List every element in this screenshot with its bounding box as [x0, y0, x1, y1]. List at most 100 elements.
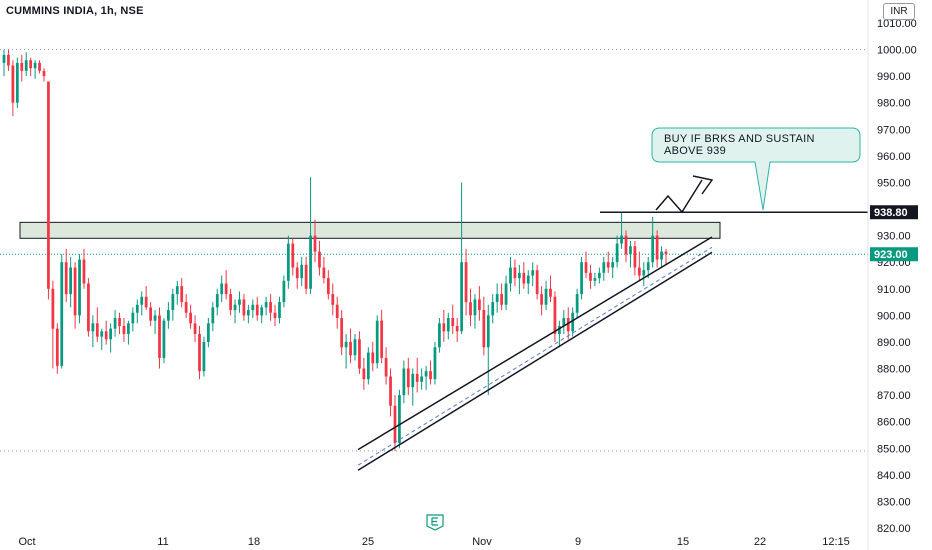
candle-body — [495, 294, 499, 303]
y-tick-label: 880.00 — [877, 364, 911, 376]
candle-body — [11, 65, 15, 103]
candle-body — [406, 368, 410, 388]
currency-button[interactable]: INR — [883, 3, 915, 20]
candle-body — [655, 235, 659, 260]
candle-body — [24, 60, 28, 71]
channel-mid-line — [357, 246, 713, 466]
candle-body — [557, 326, 561, 334]
candle-body — [633, 246, 637, 268]
candle-body — [637, 267, 641, 276]
projection-arrowhead — [692, 175, 714, 195]
candle-body — [402, 368, 406, 396]
candle-body — [118, 318, 121, 326]
y-tick-label: 1000.00 — [877, 45, 917, 57]
candle-body — [380, 320, 384, 358]
candle-body — [246, 310, 250, 316]
resistance-price-tag — [870, 205, 918, 220]
candle-body — [611, 262, 615, 268]
candle-body — [300, 264, 304, 279]
x-tick-label: 12:15 — [822, 536, 850, 548]
candle-body — [504, 283, 508, 305]
candle-body — [575, 294, 579, 313]
y-tick-label: 980.00 — [877, 98, 911, 110]
candle-body — [69, 267, 73, 295]
candle-body — [286, 243, 290, 281]
candle-body — [393, 405, 397, 443]
candle-body — [282, 280, 286, 303]
x-tick-label: 18 — [248, 536, 260, 548]
candle-body — [553, 296, 557, 334]
candle-body — [491, 302, 495, 316]
candle-body — [153, 315, 157, 321]
x-tick-label: 11 — [157, 536, 168, 548]
candle-body — [651, 235, 655, 263]
candle-body — [593, 278, 597, 281]
candle-body — [229, 294, 232, 311]
projection-path — [655, 179, 703, 214]
x-tick-label: Oct — [18, 536, 35, 548]
candle-body — [33, 62, 37, 69]
events-icon-shape — [426, 514, 444, 531]
annotation-text-line2: ABOVE 939 — [664, 145, 726, 157]
candle-body — [95, 323, 99, 337]
candle-body — [526, 275, 530, 284]
candle-body — [571, 312, 575, 332]
candle-body — [624, 235, 628, 255]
candle-body — [415, 373, 419, 382]
candle-body — [167, 310, 170, 321]
candle-body — [411, 373, 415, 388]
candle-body — [429, 371, 432, 380]
candle-body — [455, 326, 459, 332]
resistance-zone — [19, 221, 721, 239]
candle-body — [251, 304, 255, 311]
candle-body — [486, 315, 490, 348]
last-price-label: 923.00 — [874, 249, 908, 261]
candle-body — [224, 283, 228, 295]
candle-body — [233, 304, 237, 311]
candle-body — [184, 302, 188, 313]
y-tick-label: 960.00 — [877, 151, 911, 163]
candle-body — [424, 371, 428, 377]
candle-body — [291, 243, 295, 268]
candle-body — [122, 326, 126, 334]
candle-body — [158, 315, 161, 358]
candle-body — [238, 299, 241, 305]
candle-body — [358, 339, 361, 369]
candle-body — [660, 251, 663, 260]
y-tick-label: 890.00 — [877, 337, 911, 349]
events-icon — [426, 514, 444, 531]
y-tick-label: 870.00 — [877, 390, 911, 402]
candle-body — [606, 262, 610, 268]
candle-body — [42, 70, 46, 77]
candle-body — [602, 262, 606, 273]
candle-body — [442, 323, 446, 332]
candle-body — [51, 288, 55, 329]
x-tick-label: 9 — [575, 536, 581, 548]
x-tick-label: 25 — [362, 536, 374, 548]
y-tick-label: 830.00 — [877, 496, 911, 508]
candle-body — [193, 323, 197, 334]
candle-body — [242, 299, 246, 316]
candle-body — [29, 60, 33, 69]
candle-body — [500, 294, 503, 305]
candle-body — [304, 264, 308, 289]
candle-body — [162, 320, 166, 358]
y-tick-label: 970.00 — [877, 124, 911, 136]
candle-body — [38, 62, 41, 71]
channel-upper-line — [357, 236, 713, 451]
y-tick-label: 850.00 — [877, 443, 911, 455]
candle-body — [189, 312, 192, 324]
candle-body — [309, 235, 312, 289]
candle-body — [215, 294, 219, 308]
resistance-price-label: 938.80 — [874, 207, 908, 219]
candle-body — [473, 299, 477, 316]
candle-body — [180, 286, 184, 303]
candle-body — [171, 294, 175, 311]
candle-body — [206, 323, 210, 342]
candle-body — [60, 262, 64, 366]
candle-body — [362, 368, 366, 380]
candle-body — [482, 310, 486, 348]
annotation-text-line1: BUY IF BRKS AND SUSTAIN — [664, 133, 815, 145]
